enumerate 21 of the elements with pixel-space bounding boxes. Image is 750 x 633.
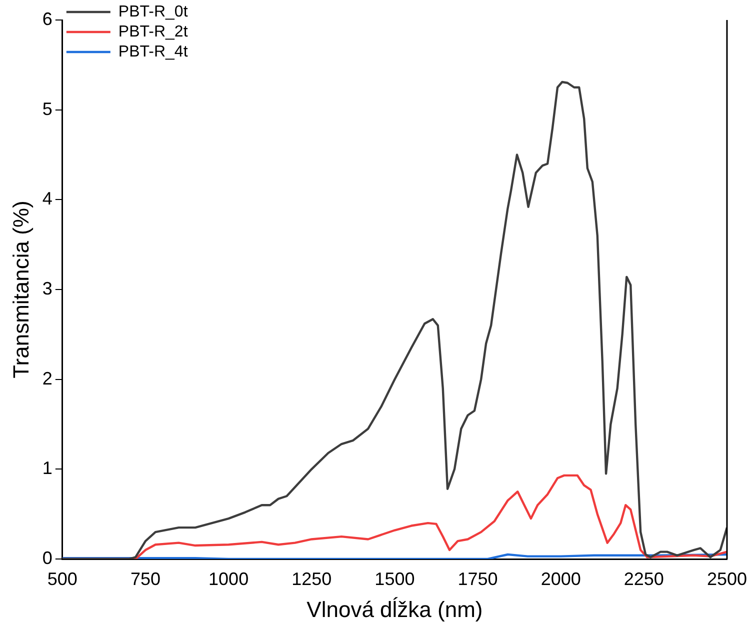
y-axis-title: Transmitancia (%) [8, 200, 34, 378]
x-tick-label: 2500 [706, 568, 747, 589]
y-tick-label: 4 [42, 188, 52, 209]
x-tick-label: 1000 [208, 568, 249, 589]
y-tick-label: 1 [42, 458, 52, 478]
x-tick-label: 1750 [458, 568, 498, 589]
x-tick-label: 1250 [292, 568, 332, 589]
y-tick-label: 5 [42, 98, 52, 119]
y-tick-label: 3 [42, 278, 52, 298]
x-tick-label: 2250 [624, 568, 664, 589]
x-axis-title: Vlnová dĺžka (nm) [306, 596, 483, 622]
y-tick-label: 6 [42, 8, 52, 29]
legend-label: PBT-R_2t [118, 23, 188, 40]
x-tick-label: 2000 [540, 568, 581, 589]
y-tick-label: 2 [42, 368, 52, 388]
legend-label: PBT-R_4t [118, 43, 188, 60]
x-tick-label: 500 [47, 568, 78, 589]
x-tick-label: 1500 [374, 568, 415, 589]
x-tick-label: 750 [130, 568, 161, 589]
y-tick-label: 0 [42, 548, 52, 568]
legend-label: PBT-R_0t [118, 3, 188, 20]
